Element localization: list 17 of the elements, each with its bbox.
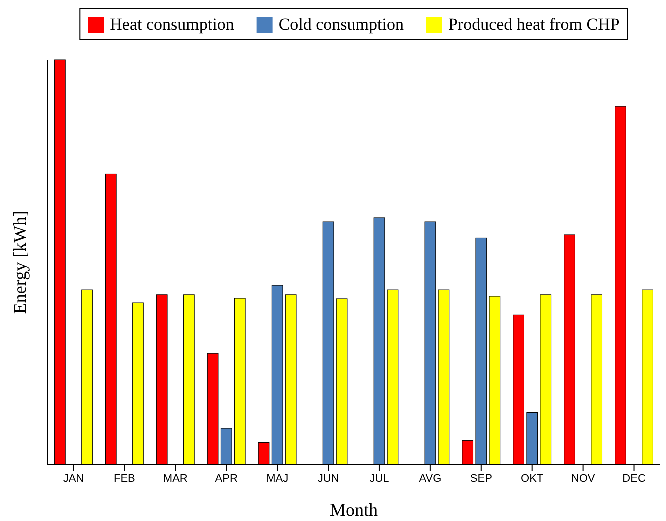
x-axis-title: Month bbox=[330, 500, 378, 520]
x-tick-label: OKT bbox=[521, 472, 544, 485]
x-tick-label: AVG bbox=[419, 472, 442, 485]
x-tick-label: MAR bbox=[163, 472, 188, 485]
legend-label: Produced heat from CHP bbox=[448, 15, 620, 34]
x-tick-label: JAN bbox=[63, 472, 84, 485]
legend-label: Heat consumption bbox=[110, 15, 235, 34]
x-tick-label: JUL bbox=[370, 472, 390, 485]
x-tick-label: NOV bbox=[571, 472, 596, 485]
x-tick-label: MAJ bbox=[266, 472, 289, 485]
x-tick-label: FEB bbox=[114, 472, 136, 485]
x-tick-label: SEP bbox=[470, 472, 492, 485]
x-tick-label: APR bbox=[215, 472, 238, 485]
x-tick-label: DEC bbox=[622, 472, 646, 485]
legend-label: Cold consumption bbox=[278, 15, 404, 34]
x-tick-label: JUN bbox=[318, 472, 340, 485]
y-axis-title: Energy [kWh] bbox=[10, 210, 30, 314]
